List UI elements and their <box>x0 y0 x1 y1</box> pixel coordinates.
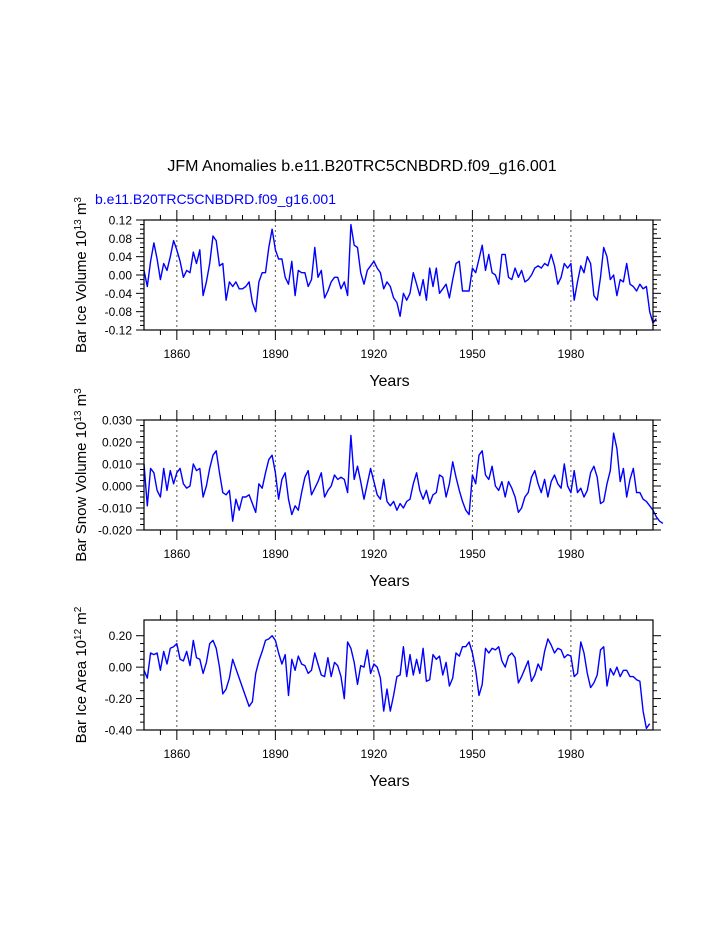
y-axis-label-part: m <box>73 394 90 411</box>
bar-ice-area-x-tick-label: 1920 <box>361 747 388 761</box>
bar-snow-volume-series-line <box>143 432 664 524</box>
bar-ice-area-x-tick-label: 1890 <box>262 747 289 761</box>
bar-snow-volume-y-tick-label: 0.000 <box>102 480 132 494</box>
bar-ice-area-y-tick-label: -0.40 <box>105 724 133 738</box>
bar-snow-volume-y-tick-label: -0.020 <box>98 524 132 538</box>
bar-snow-volume-x-tick-label: 1950 <box>459 547 486 561</box>
bar-snow-volume-y-tick-label: 0.030 <box>102 414 132 428</box>
bar-ice-volume-x-axis-label: Years <box>369 373 409 390</box>
bar-ice-volume-y-tick-label: 0.08 <box>109 232 133 246</box>
bar-snow-volume-y-tick-label: -0.010 <box>98 502 132 516</box>
bar-snow-volume-x-tick-label: 1980 <box>558 547 585 561</box>
bar-ice-area-series-line <box>143 635 651 730</box>
bar-ice-area-y-tick-label: -0.20 <box>105 692 133 706</box>
bar-ice-volume-x-tick-label: 1920 <box>361 347 388 361</box>
bar-snow-volume-x-tick-label: 1860 <box>163 547 190 561</box>
bar-ice-volume-x-tick-label: 1890 <box>262 347 289 361</box>
chart-title: JFM Anomalies b.e11.B20TRC5CNBDRD.f09_g1… <box>167 158 556 175</box>
bar-ice-area-x-tick-label: 1950 <box>459 747 486 761</box>
bar-ice-volume-series-line <box>143 223 657 324</box>
series-label: b.e11.B20TRC5CNBDRD.f09_g16.001 <box>95 191 336 207</box>
bar-snow-volume-x-tick-label: 1920 <box>361 547 388 561</box>
bar-ice-volume-y-axis-label: Bar Ice Volume 1013 m3 <box>73 197 91 353</box>
bar-snow-volume-y-tick-label: 0.020 <box>102 436 132 450</box>
bar-ice-volume-y-tick-label: 0.12 <box>109 214 133 228</box>
bar-ice-volume-x-tick-label: 1860 <box>163 347 190 361</box>
y-axis-label-exponent: 12 <box>73 628 84 640</box>
y-axis-label-exponent: 2 <box>73 606 84 612</box>
bar-ice-volume-x-tick-label: 1950 <box>459 347 486 361</box>
bar-ice-volume-y-tick-label: 0.00 <box>109 269 133 283</box>
bar-ice-volume-plot-frame <box>143 219 654 331</box>
bar-snow-volume-x-axis-label: Years <box>369 573 409 590</box>
chart-panels: 1860 1890 1920 1950 1980-0.12-0.08-0.040.000… <box>73 197 664 790</box>
bar-ice-area-y-tick-label: 0.20 <box>109 629 133 643</box>
bar-snow-volume-x-tick-label: 1890 <box>262 547 289 561</box>
bar-ice-area-y-tick-label: 0.00 <box>109 661 133 675</box>
y-axis-label-exponent: 13 <box>73 219 84 231</box>
y-axis-label-exponent: 3 <box>73 388 84 394</box>
y-axis-label-exponent: 13 <box>73 410 84 422</box>
bar-snow-volume-y-axis-label: Bar Snow Volume 1013 m3 <box>73 388 91 562</box>
y-axis-label-exponent: 3 <box>73 197 84 203</box>
bar-ice-volume-y-tick-label: -0.12 <box>105 324 133 338</box>
bar-ice-volume-y-tick-label: -0.08 <box>105 305 133 319</box>
bar-ice-area-x-axis-label: Years <box>369 773 409 790</box>
y-axis-label-part: Bar Snow Volume 10 <box>73 422 90 562</box>
bar-ice-area-x-tick-label: 1860 <box>163 747 190 761</box>
bar-ice-volume-x-tick-label: 1980 <box>558 347 585 361</box>
bar-ice-area-y-axis-label: Bar Ice Area 1012 m2 <box>73 606 91 743</box>
bar-ice-area-x-tick-label: 1980 <box>558 747 585 761</box>
bar-ice-volume-y-tick-label: 0.04 <box>109 250 133 264</box>
bar-ice-volume-y-tick-label: -0.04 <box>105 287 133 301</box>
y-axis-label-part: Bar Ice Area 10 <box>73 640 90 743</box>
y-axis-label-part: m <box>73 203 90 220</box>
bar-snow-volume-y-tick-label: 0.010 <box>102 458 132 472</box>
y-axis-label-part: m <box>73 612 90 629</box>
y-axis-label-part: Bar Ice Volume 10 <box>73 230 90 353</box>
